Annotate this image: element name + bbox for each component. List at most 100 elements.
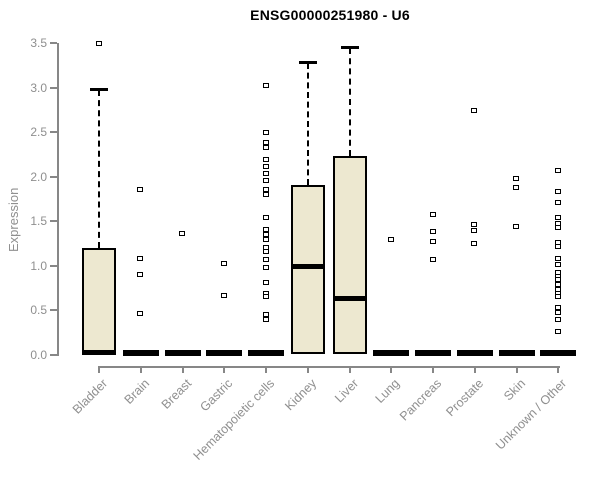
outlier-point: [554, 256, 561, 262]
x-tick-mark: [223, 366, 226, 373]
y-tick-label: 1.5: [30, 214, 47, 228]
y-tick-mark: [50, 309, 57, 311]
outlier-point: [262, 163, 269, 169]
median-line: [290, 263, 325, 269]
outlier-point: [262, 265, 269, 271]
x-axis-line: [99, 366, 560, 368]
outlier-point: [513, 185, 519, 191]
whisker-line: [98, 90, 100, 248]
median-line: [332, 295, 367, 301]
outlier-point: [554, 282, 561, 288]
outlier-point: [95, 40, 102, 46]
outlier-point: [262, 236, 269, 242]
outlier-point: [429, 228, 436, 234]
outlier-point: [262, 316, 269, 322]
x-tick-mark: [473, 366, 476, 373]
y-tick-label: 0.0: [30, 347, 47, 362]
boxplot-box: [82, 247, 116, 355]
collapsed-box-bar: [540, 349, 577, 356]
outlier-point: [554, 309, 561, 315]
outlier-point: [554, 168, 561, 174]
collapsed-box-bar: [206, 349, 243, 356]
y-tick-mark: [50, 175, 57, 178]
boxplot-box: [290, 184, 325, 355]
boxplot-box: [332, 156, 367, 355]
y-axis-line: [57, 43, 59, 356]
outlier-point: [262, 257, 269, 263]
outlier-point: [513, 224, 519, 230]
x-tick-mark: [98, 366, 100, 373]
outlier-point: [262, 226, 269, 232]
collapsed-box-bar: [456, 349, 493, 356]
outlier-point: [220, 292, 227, 298]
x-tick-mark: [432, 366, 434, 373]
median-line: [82, 350, 116, 356]
y-tick-label: 3.0: [30, 80, 47, 95]
outlier-point: [262, 280, 269, 286]
outlier-point: [471, 227, 478, 233]
collapsed-box-bar: [415, 349, 451, 356]
x-tick-mark: [348, 366, 351, 373]
outlier-point: [513, 176, 519, 182]
collapsed-box-bar: [248, 349, 284, 356]
y-tick-mark: [50, 86, 57, 89]
collapsed-box-bar: [498, 349, 535, 356]
outlier-point: [262, 156, 269, 162]
x-tick-mark: [181, 366, 184, 373]
y-tick-mark: [50, 220, 57, 222]
outlier-point: [554, 200, 561, 206]
outlier-point: [137, 256, 144, 262]
outlier-point: [471, 107, 478, 113]
x-tick-mark: [557, 366, 560, 373]
outlier-point: [554, 225, 561, 231]
outlier-point: [429, 239, 436, 245]
outlier-point: [554, 329, 561, 335]
y-tick-label: 2.0: [30, 169, 47, 184]
outlier-point: [554, 188, 561, 194]
outlier-point: [429, 211, 436, 217]
y-tick-mark: [50, 264, 57, 267]
outlier-point: [554, 243, 561, 249]
collapsed-box-bar: [122, 349, 159, 356]
outlier-point: [137, 272, 144, 278]
outlier-point: [554, 293, 561, 299]
outlier-point: [179, 231, 185, 237]
y-tick-label: 2.5: [30, 125, 47, 139]
x-tick-mark: [265, 366, 267, 373]
chart-title: ENSG00000251980 - U6: [250, 7, 410, 23]
collapsed-box-bar: [373, 349, 410, 356]
outlier-point: [262, 170, 269, 176]
outlier-point: [387, 236, 394, 242]
outlier-point: [554, 316, 561, 322]
x-tick-mark: [515, 366, 518, 373]
outlier-point: [262, 129, 269, 135]
y-tick-mark: [50, 131, 57, 133]
whisker-line: [306, 63, 309, 185]
whisker-line: [348, 48, 351, 157]
outlier-point: [262, 139, 269, 145]
x-tick-mark: [306, 366, 309, 373]
outlier-point: [429, 257, 436, 263]
outlier-point: [471, 221, 478, 227]
whisker-cap: [90, 88, 108, 92]
y-tick-mark: [50, 353, 57, 356]
x-tick-mark: [390, 366, 393, 373]
outlier-point: [262, 215, 269, 221]
y-tick-label: 1.0: [30, 258, 47, 273]
outlier-point: [554, 215, 561, 221]
outlier-point: [262, 249, 269, 255]
outlier-point: [262, 192, 269, 198]
outlier-point: [471, 241, 478, 247]
collapsed-box-bar: [164, 349, 201, 356]
x-tick-mark: [139, 366, 142, 373]
y-tick-label: 0.5: [30, 303, 47, 317]
outlier-point: [137, 310, 144, 316]
outlier-point: [262, 82, 269, 88]
outlier-point: [262, 293, 269, 299]
outlier-point: [262, 186, 269, 192]
y-tick-mark: [50, 42, 57, 44]
outlier-point: [137, 186, 144, 192]
outlier-point: [554, 276, 561, 282]
outlier-point: [262, 145, 269, 151]
